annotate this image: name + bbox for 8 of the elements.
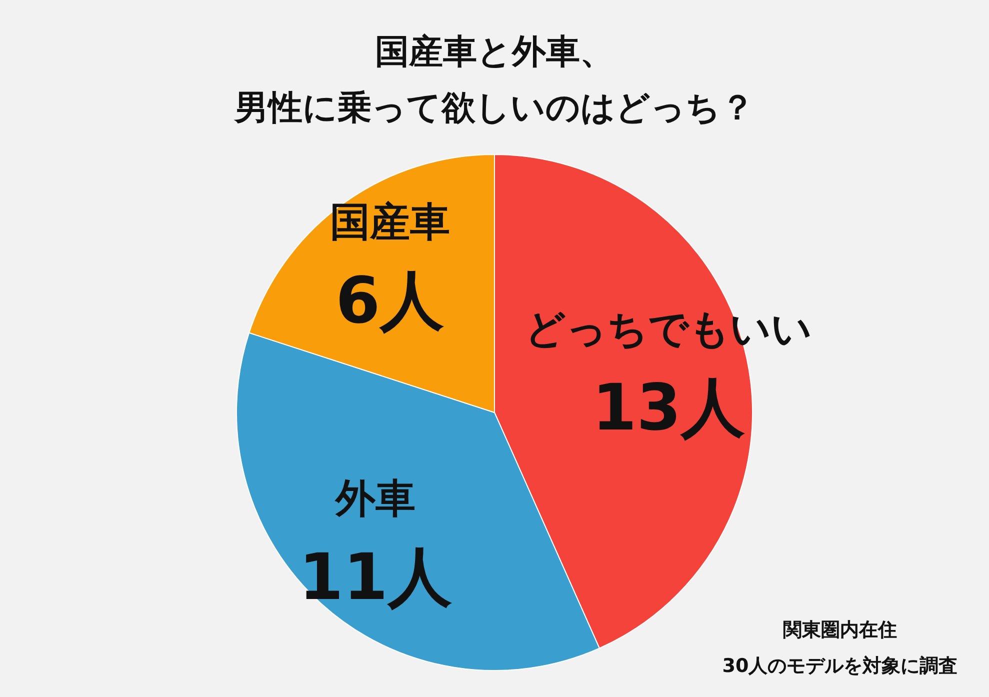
text: 関東圏内在住 xyxy=(783,619,897,641)
slice-label: 外車 xyxy=(334,476,416,522)
chart-title: 国産車と外車、男性に乗って欲しいのはどっち？ xyxy=(234,32,754,128)
data-label: 11人 xyxy=(298,540,452,615)
data-label: 13人 xyxy=(592,371,746,446)
text: 30人のモデルを対象に調査 xyxy=(722,655,958,677)
data-label: 6人 xyxy=(336,264,444,338)
slice-label: 国産車 xyxy=(330,199,450,246)
